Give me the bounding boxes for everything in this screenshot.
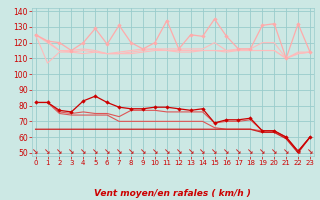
- Text: Vent moyen/en rafales ( km/h ): Vent moyen/en rafales ( km/h ): [94, 189, 251, 198]
- Text: ↘: ↘: [104, 147, 110, 156]
- Text: ↘: ↘: [68, 147, 75, 156]
- Text: ↘: ↘: [295, 147, 301, 156]
- Text: ↘: ↘: [152, 147, 158, 156]
- Text: ↘: ↘: [128, 147, 134, 156]
- Text: ↘: ↘: [140, 147, 146, 156]
- Text: ↘: ↘: [44, 147, 51, 156]
- Text: ↘: ↘: [92, 147, 99, 156]
- Text: ↘: ↘: [259, 147, 266, 156]
- Text: ↘: ↘: [223, 147, 230, 156]
- Text: ↘: ↘: [235, 147, 242, 156]
- Text: ↘: ↘: [56, 147, 63, 156]
- Text: ↘: ↘: [271, 147, 277, 156]
- Text: ↘: ↘: [199, 147, 206, 156]
- Text: ↘: ↘: [32, 147, 39, 156]
- Text: ↘: ↘: [307, 147, 313, 156]
- Text: ↘: ↘: [176, 147, 182, 156]
- Text: ↘: ↘: [212, 147, 218, 156]
- Text: ↘: ↘: [283, 147, 289, 156]
- Text: ↘: ↘: [164, 147, 170, 156]
- Text: ↘: ↘: [116, 147, 122, 156]
- Text: ↘: ↘: [80, 147, 86, 156]
- Text: ↘: ↘: [188, 147, 194, 156]
- Text: ↘: ↘: [247, 147, 253, 156]
